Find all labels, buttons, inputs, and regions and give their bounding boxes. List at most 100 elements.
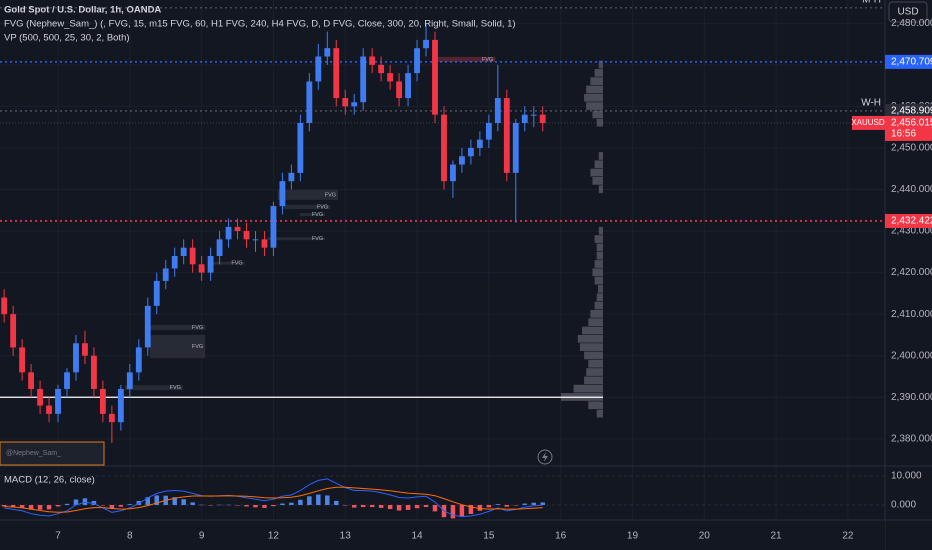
- candle-body: [539, 114, 546, 124]
- y-tick-label: 2,480.000: [891, 18, 932, 29]
- x-tick-label: 19: [627, 531, 639, 542]
- macd-histogram-bar: [1, 505, 7, 507]
- level-tag: M-H: [862, 0, 881, 6]
- candle-body: [297, 123, 304, 173]
- volume-profile-bar: [594, 160, 603, 169]
- candle-body: [324, 48, 331, 57]
- volume-profile-bar: [598, 60, 603, 69]
- icon-ring[interactable]: [537, 449, 553, 465]
- candle-body: [521, 114, 528, 124]
- level-tag: W-H: [861, 98, 881, 109]
- macd-histogram-bar: [405, 505, 411, 510]
- macd-histogram-bar: [244, 505, 249, 507]
- watermark: @Nephew_Sam_: [6, 450, 61, 457]
- fvg-zone: [124, 385, 183, 391]
- macd-histogram-bar: [360, 505, 366, 508]
- x-tick-label: 22: [842, 531, 854, 542]
- fvg-label: FVG: [192, 344, 203, 350]
- candle-body: [64, 372, 70, 389]
- volume-profile-bar: [597, 285, 603, 293]
- volume-profile-bar: [584, 93, 603, 102]
- candle-body: [405, 73, 411, 99]
- y-tick-label: 2,400.000: [891, 350, 932, 361]
- volume-profile-bar: [598, 226, 603, 235]
- candle-body: [279, 181, 286, 207]
- candle-body: [450, 164, 456, 182]
- candle-body: [37, 388, 43, 406]
- fvg-zone: [432, 56, 496, 62]
- candle-body: [414, 48, 420, 74]
- macd-histogram-bar: [531, 502, 536, 506]
- y-tick-label: 2,440.000: [891, 184, 932, 195]
- candle-body: [153, 280, 160, 306]
- price-label: 2,458.909: [891, 106, 932, 117]
- volume-profile-bar: [596, 118, 603, 127]
- x-tick-label: 7: [55, 531, 61, 542]
- macd-histogram-bar: [486, 505, 492, 508]
- volume-profile-bar: [596, 293, 603, 302]
- watermark-box: [0, 441, 105, 466]
- volume-profile-bar: [590, 168, 603, 177]
- fvg-label: FVG: [231, 261, 242, 267]
- candle-body: [423, 39, 429, 49]
- volume-profile-bar: [596, 243, 603, 252]
- candle-body: [360, 56, 367, 103]
- volume-profile-bar: [590, 77, 603, 86]
- macd-histogram-bar: [217, 504, 222, 506]
- candle-body: [10, 314, 17, 348]
- candle-body: [315, 56, 322, 82]
- macd-histogram-bar: [19, 505, 25, 508]
- volume-profile-bar: [598, 185, 603, 194]
- macd-histogram-bar: [154, 495, 159, 506]
- volume-profile-bar: [594, 235, 603, 243]
- fvg-zone: [267, 237, 326, 241]
- macd-histogram-bar: [459, 505, 465, 517]
- macd-histogram-bar: [118, 505, 124, 507]
- candle-body: [333, 48, 340, 99]
- macd-histogram-bar: [351, 505, 357, 508]
- price-axis-bg: [885, 0, 932, 550]
- fvg-label: FVG: [325, 192, 336, 198]
- volume-profile-bar: [588, 318, 603, 327]
- x-tick-label: 20: [699, 531, 711, 542]
- candle-body: [243, 231, 250, 240]
- candle-body: [503, 98, 510, 173]
- last-price-label: 2,456.015: [891, 118, 932, 129]
- candle-body: [189, 247, 196, 265]
- icon-bolt[interactable]: [542, 452, 548, 462]
- macd-histogram-bar: [423, 505, 429, 508]
- fvg-zone: [149, 334, 206, 359]
- candle-body: [1, 297, 8, 315]
- macd-title: MACD (12, 26, close): [4, 475, 95, 486]
- currency-box: [888, 1, 928, 23]
- x-tick-label: 13: [340, 531, 352, 542]
- candle-body: [467, 147, 474, 157]
- candle-body: [99, 388, 106, 414]
- candle-body: [476, 139, 483, 148]
- macd-histogram-bar: [396, 505, 402, 511]
- macd-histogram-bar: [199, 504, 204, 506]
- volume-profile-bar: [577, 334, 603, 343]
- macd-histogram-bar: [226, 504, 231, 506]
- candle-body: [378, 64, 385, 74]
- candle-body: [73, 343, 79, 373]
- fvg-label: FVG: [170, 385, 181, 391]
- candle-body: [207, 255, 214, 273]
- volume-profile-bar: [586, 85, 603, 94]
- macd-histogram-bar: [513, 505, 519, 506]
- candle-body: [91, 355, 97, 389]
- macd-histogram-bar: [378, 505, 384, 508]
- price-label: 2,470.709: [891, 57, 932, 68]
- replay-icon[interactable]: [537, 449, 553, 465]
- volume-profile-bar: [598, 152, 603, 160]
- macd-histogram-bar: [136, 500, 142, 506]
- fvg-zone: [210, 261, 245, 265]
- volume-profile-bar: [590, 310, 603, 318]
- macd-histogram-bar: [316, 494, 321, 506]
- macd-histogram-bar: [127, 504, 133, 506]
- candle-body: [171, 255, 178, 269]
- macd-histogram-bar: [10, 505, 16, 508]
- fvg-zone: [149, 324, 206, 330]
- y-tick-label: 2,430.000: [891, 226, 932, 237]
